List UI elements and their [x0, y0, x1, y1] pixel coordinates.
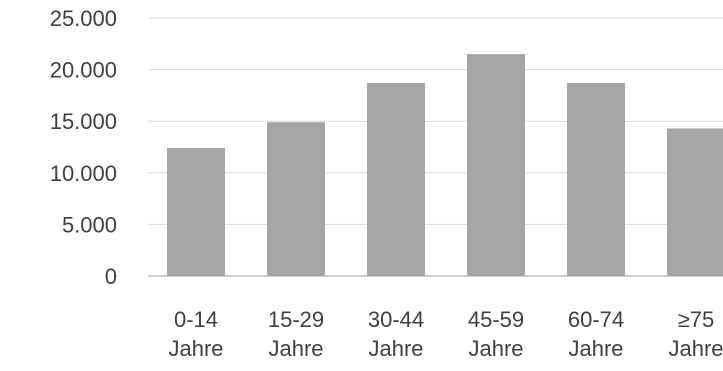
x-tick-label: 45-59 Jahre — [468, 307, 524, 361]
y-tick-label: 20.000 — [50, 58, 117, 83]
gridlines — [148, 17, 723, 277]
x-tick-label: ≥75 Jahre — [668, 307, 723, 361]
bar — [167, 148, 225, 276]
y-tick-label: 15.000 — [50, 109, 117, 134]
x-axis-category-labels: 0-14 Jahre 15-29 Jahre 30-44 Jahre 45-59 Jahre 6… — [168, 307, 723, 361]
bar — [667, 128, 723, 276]
y-tick-label: 0 — [105, 264, 117, 289]
x-tick-label: 60-74 Jahre — [568, 307, 624, 361]
bar — [567, 83, 625, 277]
bar — [267, 122, 325, 277]
y-tick-label: 5.000 — [62, 212, 117, 237]
x-tick-label: 30-44 Jahre — [368, 307, 424, 361]
bar — [467, 54, 525, 277]
y-tick-label: 10.000 — [50, 161, 117, 186]
bar — [367, 83, 425, 277]
y-tick-label: 25.000 — [50, 6, 117, 31]
bars — [167, 54, 723, 277]
x-tick-label: 15-29 Jahre — [268, 307, 324, 361]
x-tick-label: 0-14 Jahre — [168, 307, 223, 361]
y-axis-tick-labels: 0 5.000 10.000 15.000 20.000 25.000 — [50, 6, 117, 289]
